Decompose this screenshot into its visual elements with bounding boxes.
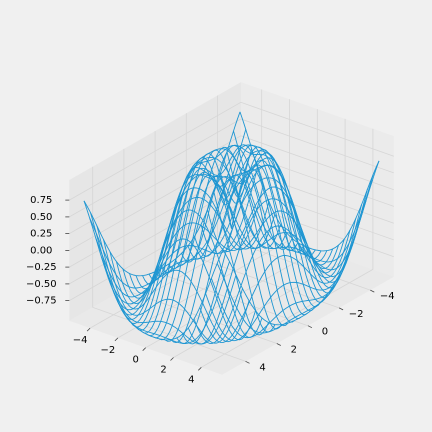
x-tick-mark [86, 327, 91, 332]
z-tick-label: 0.00 [30, 245, 52, 256]
wire-line-y [226, 151, 367, 271]
wire-line-y [109, 251, 250, 343]
wire-line-y [174, 146, 315, 312]
wire-line-y [239, 111, 380, 252]
y-tick-mark [338, 307, 344, 311]
y-tick-label: −2 [349, 309, 364, 320]
z-tick-label: 0.75 [30, 195, 52, 206]
x-gridline [117, 99, 290, 339]
y-tick-mark [245, 360, 250, 364]
z-tick-label: −0.75 [26, 296, 57, 307]
x-tick-mark [170, 357, 174, 361]
z-gridline [69, 118, 394, 218]
x-tick-mark [114, 337, 119, 342]
wire-line-y [194, 150, 334, 299]
y-tick-mark [307, 325, 313, 329]
wire-line-y [142, 167, 282, 330]
wire-line-y [200, 165, 341, 294]
wire-line-y [116, 238, 256, 341]
z-gridline [69, 152, 394, 251]
x-tick-label: 4 [188, 374, 194, 385]
x-tick-label: 0 [133, 355, 139, 366]
x-tick-mark [142, 347, 146, 351]
wireframe-surface [83, 111, 380, 345]
y-gridline [217, 95, 371, 291]
x-tick-mark [198, 367, 202, 371]
y-tick-mark [370, 289, 375, 293]
z-tick-label: −0.25 [26, 262, 57, 273]
wire-line-y [148, 161, 289, 327]
x-tick-label: −4 [73, 335, 88, 346]
wire-line-y [207, 186, 347, 289]
y-gridline [185, 113, 340, 309]
z-gridline [69, 135, 394, 234]
z-tick-label: −0.50 [26, 279, 57, 290]
x-axis-ticks: −4 −2 0 2 4 [73, 327, 202, 385]
y-tick-mark [276, 343, 281, 346]
y-axis-ticks: −4 −2 0 2 4 [245, 289, 395, 373]
wire-line-y [122, 209, 263, 338]
wire-line-y [220, 172, 360, 277]
z-tick-label: 0.25 [30, 229, 52, 240]
y-tick-label: 4 [259, 362, 265, 373]
wire-line-y [181, 144, 321, 308]
y-tick-label: −4 [380, 291, 395, 302]
z-gridline [69, 101, 394, 201]
wire-line-y [96, 225, 237, 345]
y-tick-label: 2 [291, 345, 297, 356]
wire-line-y [135, 174, 276, 333]
x-tick-label: −2 [101, 345, 116, 356]
y-tick-label: 0 [322, 327, 328, 338]
wire-line-y [213, 192, 354, 283]
x-tick-label: 2 [160, 365, 166, 376]
wire-line-y [233, 130, 373, 263]
wire-line-y [187, 144, 328, 303]
wire-line-y [155, 157, 295, 323]
wire-line-y [103, 239, 243, 344]
z-axis-ticks: 0.75 0.50 0.25 0.00 −0.25 −0.50 −0.75 [26, 195, 70, 307]
z-gridline [69, 168, 394, 268]
wire-line-y [83, 200, 224, 341]
wire-line-y [161, 153, 302, 320]
z-tick-label: 0.50 [30, 212, 52, 223]
